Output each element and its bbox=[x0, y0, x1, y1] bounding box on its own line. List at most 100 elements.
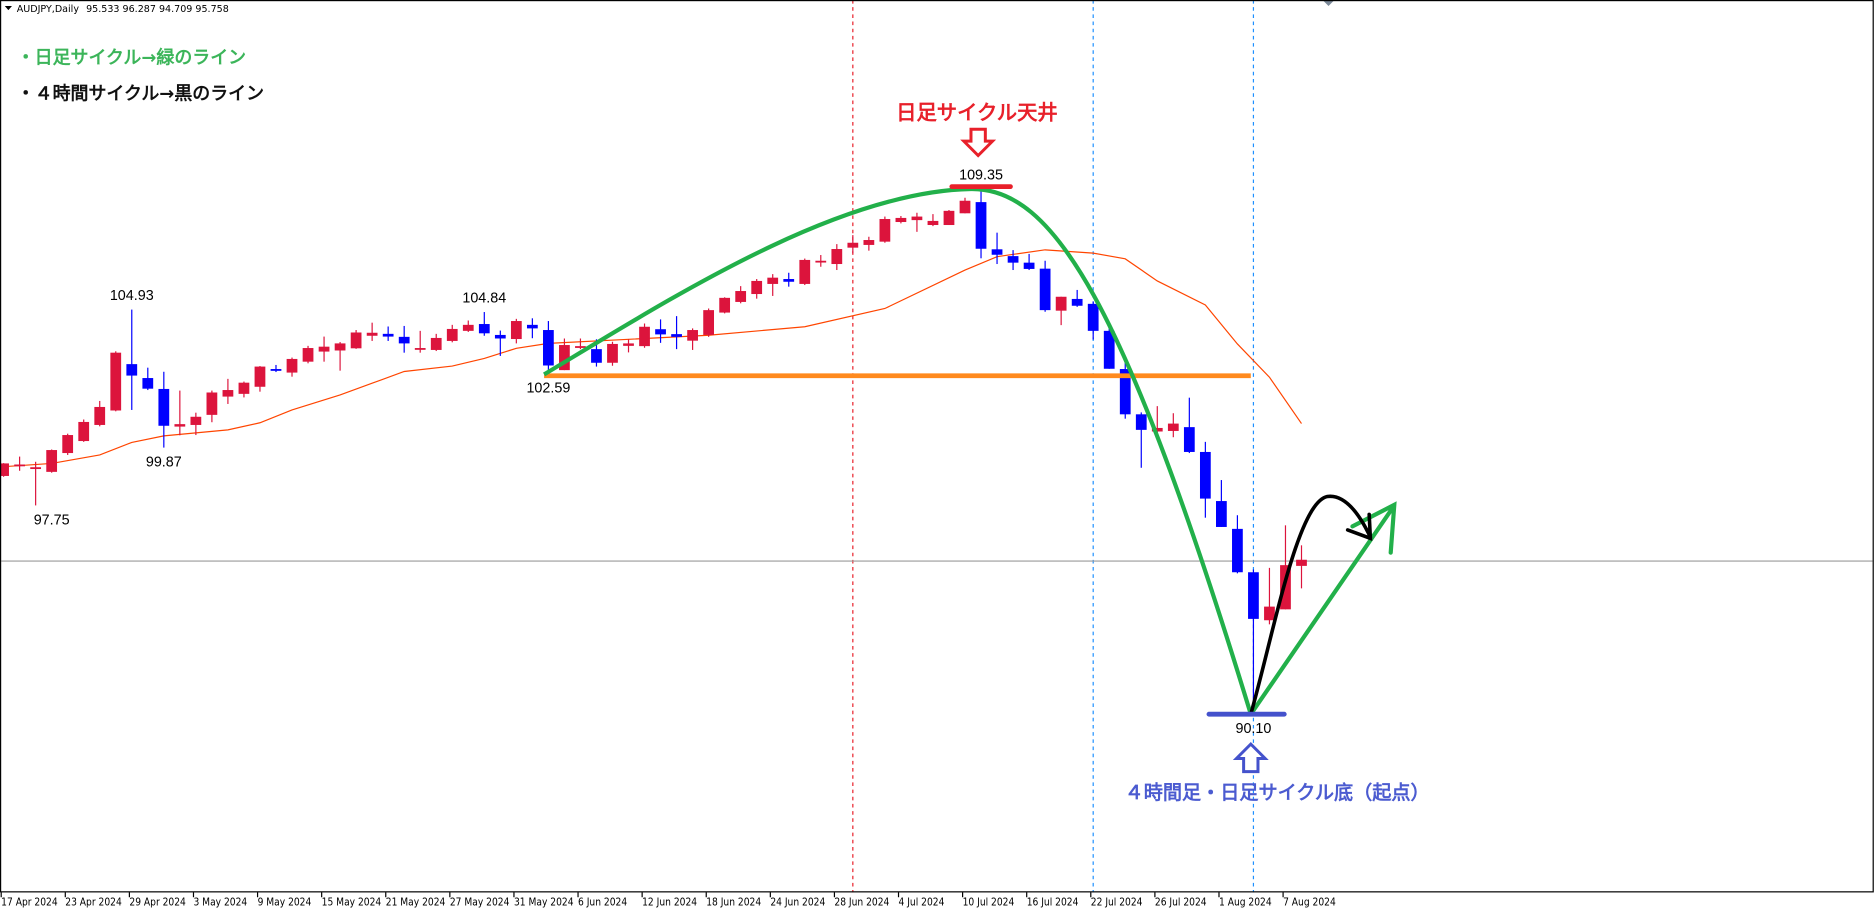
candle bbox=[78, 419, 90, 442]
candle-body bbox=[895, 217, 907, 223]
candle-body bbox=[350, 332, 362, 349]
candle bbox=[334, 342, 346, 371]
candle-body bbox=[462, 324, 474, 331]
candle bbox=[398, 325, 410, 353]
candle-body bbox=[863, 240, 875, 245]
candle-body bbox=[1151, 427, 1163, 432]
x-tick-label: 24 Jun 2024 bbox=[770, 898, 825, 908]
x-tick-label: 29 Apr 2024 bbox=[129, 898, 186, 908]
candle-body bbox=[1183, 427, 1195, 452]
candle bbox=[687, 328, 698, 350]
cycle-bottom-label: ４時間足・日足サイクル底（起点） bbox=[1125, 781, 1430, 804]
price-label: 97.75 bbox=[34, 513, 70, 529]
vertical-lines bbox=[852, 0, 1255, 893]
candle bbox=[1296, 545, 1307, 589]
candle-body bbox=[543, 330, 554, 366]
candle bbox=[430, 333, 442, 352]
candle-body bbox=[927, 220, 939, 226]
candle bbox=[575, 338, 586, 350]
candle-body bbox=[751, 280, 763, 295]
candle bbox=[302, 345, 314, 364]
candle bbox=[142, 367, 154, 391]
x-tick-label: 16 Jul 2024 bbox=[1027, 898, 1079, 908]
chart-shift-icon[interactable] bbox=[1322, 0, 1335, 6]
candle-body bbox=[1119, 369, 1131, 415]
candle bbox=[190, 412, 202, 436]
candle-body bbox=[991, 249, 1003, 255]
candle-body bbox=[767, 277, 779, 284]
candle-body bbox=[1023, 262, 1035, 269]
candle bbox=[478, 312, 490, 336]
x-tick-label: 4 Jul 2024 bbox=[899, 898, 945, 908]
price-labels: 97.75 104.93 99.87 104.84 102.59 109.35 90.10 bbox=[34, 167, 1272, 737]
candle-body bbox=[126, 364, 138, 376]
candle-body bbox=[62, 435, 74, 454]
candle bbox=[414, 330, 426, 353]
candle bbox=[0, 463, 9, 477]
candle bbox=[446, 324, 458, 343]
candle-body bbox=[318, 346, 330, 352]
candle-body bbox=[943, 210, 955, 226]
h4-cycle-arrow bbox=[1249, 494, 1373, 716]
candle-body bbox=[575, 346, 586, 348]
candle bbox=[1232, 515, 1243, 574]
x-tick-label: 10 Jul 2024 bbox=[963, 898, 1015, 908]
candle-body bbox=[1215, 501, 1227, 527]
candle-body bbox=[158, 388, 170, 426]
candle bbox=[510, 318, 522, 344]
candle bbox=[382, 326, 394, 341]
candle-body bbox=[719, 297, 731, 313]
candle-body bbox=[959, 200, 971, 214]
x-tick-label: 26 Jul 2024 bbox=[1155, 898, 1207, 908]
candle bbox=[623, 339, 634, 353]
candle-body bbox=[815, 260, 827, 263]
candle bbox=[543, 321, 554, 374]
candle bbox=[1007, 250, 1019, 271]
candle bbox=[943, 210, 955, 226]
candle bbox=[815, 255, 827, 267]
x-tick-label: 21 May 2024 bbox=[386, 898, 446, 908]
candle bbox=[1023, 253, 1035, 271]
candle-body bbox=[879, 219, 891, 242]
x-tick-label: 9 May 2024 bbox=[258, 898, 312, 908]
candle bbox=[799, 258, 811, 286]
candle bbox=[879, 216, 891, 243]
candle bbox=[895, 216, 907, 224]
candle-body bbox=[735, 291, 747, 302]
symbol-label: AUDJPY,Daily bbox=[17, 4, 80, 15]
candle bbox=[831, 244, 843, 271]
candle-body bbox=[270, 369, 282, 371]
candle bbox=[1183, 397, 1195, 454]
x-axis: 17 Apr 2024 23 Apr 2024 29 Apr 2024 3 May 2… bbox=[0, 892, 1336, 908]
candle bbox=[671, 316, 682, 350]
candle bbox=[639, 323, 650, 348]
candle bbox=[911, 212, 923, 232]
candle bbox=[959, 197, 971, 214]
candle-body bbox=[510, 321, 522, 340]
candle bbox=[703, 308, 715, 337]
candle-body bbox=[687, 330, 698, 341]
candle-body bbox=[0, 463, 9, 476]
candle bbox=[222, 378, 234, 404]
candle-body bbox=[1055, 296, 1067, 311]
candle-body bbox=[1007, 256, 1019, 263]
triangle-down-icon[interactable] bbox=[4, 5, 12, 11]
candle-body bbox=[1103, 330, 1115, 369]
candle bbox=[927, 214, 939, 227]
candle-body bbox=[206, 392, 218, 415]
candle bbox=[991, 232, 1003, 265]
candle bbox=[1248, 569, 1259, 715]
price-label: 99.87 bbox=[146, 455, 182, 471]
candle-body bbox=[478, 324, 490, 334]
candle bbox=[286, 357, 298, 377]
candle-body bbox=[222, 390, 234, 397]
x-tick-label: 27 May 2024 bbox=[450, 898, 510, 908]
candle bbox=[14, 456, 25, 471]
candle-body bbox=[1135, 414, 1147, 430]
candle bbox=[783, 272, 795, 287]
candle-body bbox=[1248, 572, 1259, 619]
x-tick-label: 31 May 2024 bbox=[514, 898, 574, 908]
x-tick-label: 3 May 2024 bbox=[193, 898, 247, 908]
